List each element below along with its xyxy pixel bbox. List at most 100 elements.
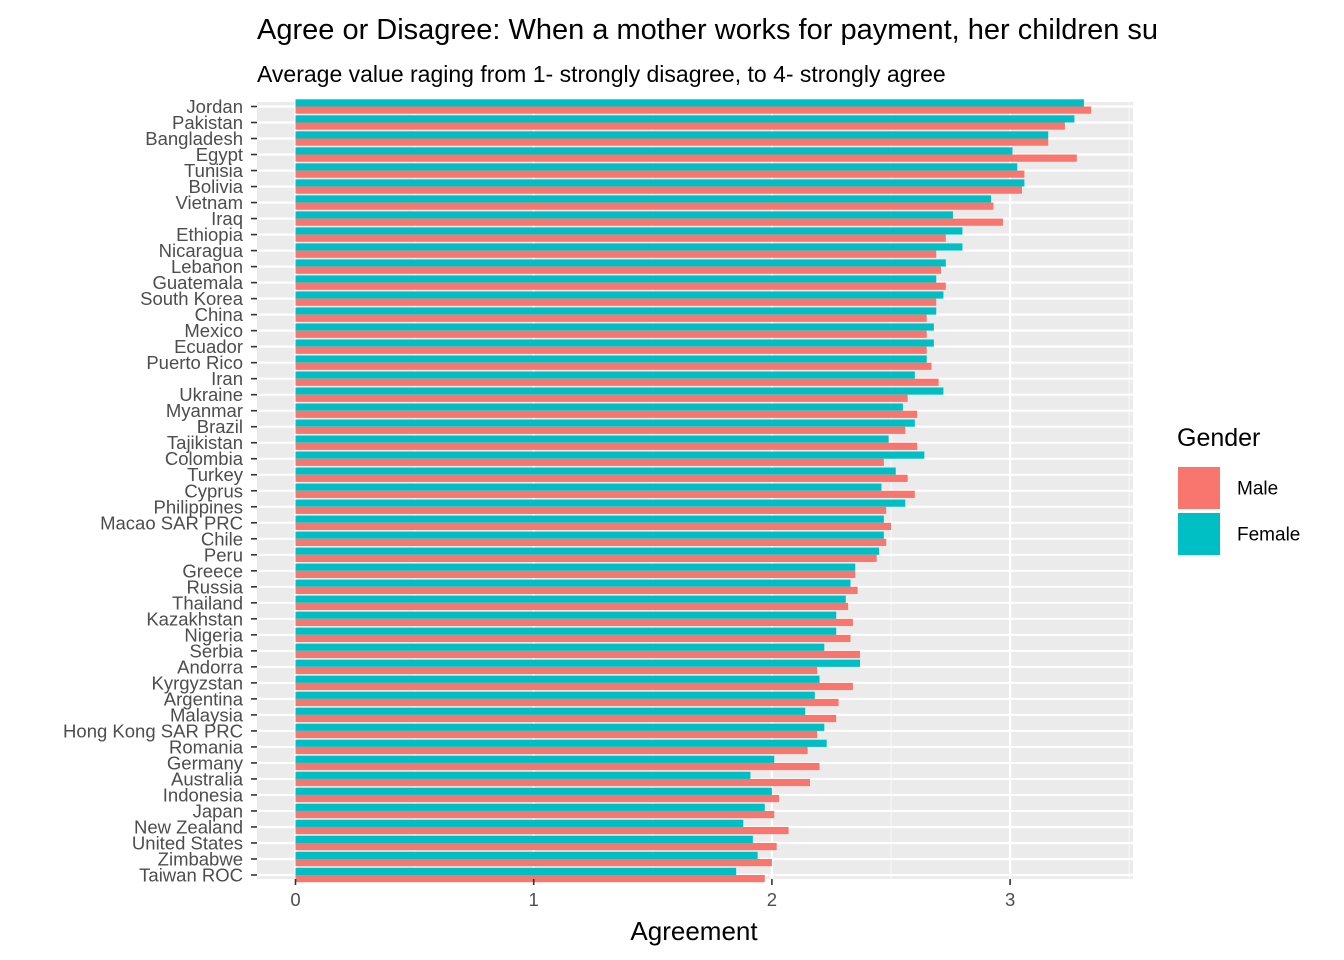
y-tick-label: Vietnam bbox=[175, 192, 243, 213]
bar-female bbox=[295, 307, 937, 315]
x-tick-label: 3 bbox=[1005, 889, 1015, 910]
y-tick-label: South Korea bbox=[140, 288, 244, 309]
bar-female bbox=[295, 707, 806, 715]
y-tick-label: Ukraine bbox=[179, 384, 243, 405]
bar-male bbox=[295, 602, 849, 611]
chart-title: Agree or Disagree: When a mother works f… bbox=[257, 14, 1158, 46]
y-tick-label: Tunisia bbox=[184, 160, 244, 181]
bar-male bbox=[295, 666, 818, 675]
bar-female bbox=[295, 643, 825, 651]
bar-female bbox=[295, 867, 737, 875]
y-tick-label: Iran bbox=[211, 368, 243, 389]
legend-swatch-male bbox=[1176, 465, 1222, 511]
bar-male bbox=[295, 634, 851, 643]
bar-female bbox=[295, 403, 903, 411]
bar-female bbox=[295, 659, 861, 667]
bar-female bbox=[295, 723, 825, 731]
y-tick-label: Egypt bbox=[196, 144, 243, 165]
bar-female bbox=[295, 835, 753, 843]
bar-female bbox=[295, 755, 775, 763]
bars bbox=[295, 99, 1092, 883]
bar-female bbox=[295, 851, 758, 859]
bar-male bbox=[295, 394, 908, 402]
bar-male bbox=[295, 138, 1049, 146]
y-tick-label: Germany bbox=[167, 752, 244, 773]
bar-male bbox=[295, 314, 927, 322]
bar-female bbox=[295, 819, 744, 827]
bar-female bbox=[295, 787, 772, 795]
bar-male bbox=[295, 282, 946, 290]
bar-male bbox=[295, 330, 927, 338]
bar-female bbox=[295, 291, 944, 299]
y-tick-label: Macao SAR PRC bbox=[100, 512, 243, 533]
bar-female bbox=[295, 691, 815, 699]
y-tick-label: Iraq bbox=[211, 208, 243, 229]
bar-male bbox=[295, 842, 777, 851]
bar-male bbox=[295, 154, 1077, 162]
bar-male bbox=[295, 506, 887, 514]
y-tick-label: Myanmar bbox=[166, 400, 243, 421]
bar-male bbox=[295, 170, 1025, 178]
x-tick-label: 1 bbox=[529, 889, 539, 910]
bar-male bbox=[295, 298, 937, 306]
bar-male bbox=[295, 650, 861, 659]
bar-female bbox=[295, 387, 944, 395]
y-tick-label: Taiwan ROC bbox=[139, 865, 243, 886]
bar-male bbox=[295, 570, 856, 579]
bar-female bbox=[295, 419, 915, 427]
bar-male bbox=[295, 250, 937, 258]
bar-male bbox=[295, 554, 877, 562]
bar-male bbox=[295, 586, 858, 595]
bar-female bbox=[295, 499, 906, 507]
y-tick-label: Japan bbox=[193, 800, 243, 821]
y-tick-label: Malaysia bbox=[170, 704, 244, 725]
y-tick-label: Tajikistan bbox=[167, 432, 243, 453]
y-tick-label: Greece bbox=[182, 560, 243, 581]
bar-female bbox=[295, 115, 1075, 123]
bar-male bbox=[295, 682, 853, 691]
bar-female bbox=[295, 435, 889, 443]
bar-female bbox=[295, 275, 937, 283]
y-tick-label: Nigeria bbox=[184, 624, 243, 645]
bar-female bbox=[295, 675, 820, 683]
y-tick-label: China bbox=[195, 304, 244, 325]
bar-female bbox=[295, 595, 846, 603]
y-tick-label: Pakistan bbox=[172, 112, 243, 133]
bar-female bbox=[295, 739, 827, 747]
legend-label-male: Male bbox=[1237, 479, 1278, 500]
y-tick-label: Kazakhstan bbox=[146, 608, 243, 629]
y-tick-label: Hong Kong SAR PRC bbox=[63, 720, 243, 741]
bar-female bbox=[295, 771, 751, 779]
y-tick-label: Thailand bbox=[172, 592, 243, 613]
bar-female bbox=[295, 243, 963, 251]
bar-female bbox=[295, 195, 992, 203]
y-tick-label: Cyprus bbox=[184, 480, 243, 501]
bar-male bbox=[295, 122, 1065, 130]
bar-male bbox=[295, 794, 780, 803]
bar-female bbox=[295, 531, 884, 539]
bar-male bbox=[295, 875, 765, 883]
bar-male bbox=[295, 378, 939, 386]
bar-male bbox=[295, 474, 908, 482]
bar-female bbox=[295, 483, 882, 491]
bar-female bbox=[295, 323, 934, 331]
bar-male bbox=[295, 426, 906, 434]
y-tick-label: Chile bbox=[201, 528, 243, 549]
bar-male bbox=[295, 810, 775, 819]
bar-female bbox=[295, 803, 765, 811]
bar-female bbox=[295, 259, 946, 267]
y-tick-label: Romania bbox=[169, 736, 244, 757]
y-tick-label: Russia bbox=[186, 576, 243, 597]
bar-male bbox=[295, 202, 994, 210]
bar-female bbox=[295, 563, 856, 571]
y-tick-label: Peru bbox=[204, 544, 243, 565]
y-tick-label: Zimbabwe bbox=[158, 848, 243, 869]
bar-male bbox=[295, 410, 918, 418]
bar-female bbox=[295, 147, 1013, 155]
y-tick-label: Kyrgyzstan bbox=[151, 672, 243, 693]
y-tick-label: Bangladesh bbox=[145, 128, 243, 149]
bar-male bbox=[295, 442, 918, 450]
bar-male bbox=[295, 346, 927, 354]
bar-female bbox=[295, 467, 896, 475]
y-tick-label: Mexico bbox=[184, 320, 243, 341]
